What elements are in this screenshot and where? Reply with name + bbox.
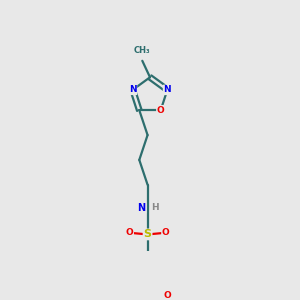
Text: O: O <box>125 228 133 237</box>
Text: N: N <box>138 203 146 213</box>
Text: CH₃: CH₃ <box>134 46 151 55</box>
Text: S: S <box>144 230 152 239</box>
Text: H: H <box>151 203 159 212</box>
Text: O: O <box>157 106 165 115</box>
Text: N: N <box>164 85 171 94</box>
Text: N: N <box>129 85 136 94</box>
Text: O: O <box>162 228 170 237</box>
Text: O: O <box>164 291 171 300</box>
